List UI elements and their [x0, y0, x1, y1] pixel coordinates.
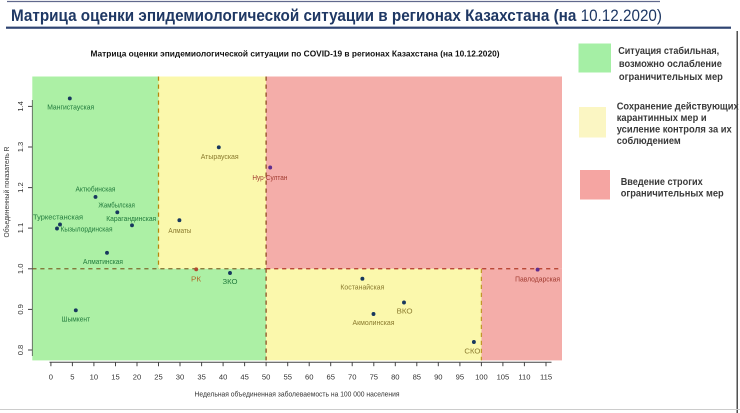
svg-text:60: 60: [305, 373, 313, 382]
svg-text:0.9: 0.9: [16, 304, 25, 315]
svg-text:40: 40: [219, 373, 227, 382]
svg-text:Жамбылская: Жамбылская: [98, 201, 135, 210]
svg-text:95: 95: [456, 373, 464, 382]
svg-text:ВКО: ВКО: [397, 307, 413, 316]
svg-text:ЗКО: ЗКО: [223, 277, 238, 286]
svg-text:соблюдением: соблюдением: [617, 135, 681, 147]
svg-text:Туркестанская: Туркестанская: [33, 212, 83, 221]
svg-text:5: 5: [70, 373, 74, 382]
svg-text:1.3: 1.3: [16, 142, 25, 153]
svg-text:Нур-Султан: Нур-Султан: [252, 173, 287, 182]
svg-text:55: 55: [283, 373, 291, 382]
svg-text:110: 110: [518, 373, 530, 382]
svg-text:1.0: 1.0: [16, 264, 25, 275]
svg-text:Матрица оценки эпидемиологичес: Матрица оценки эпидемиологической ситуац…: [11, 6, 662, 25]
svg-text:85: 85: [413, 373, 421, 382]
svg-text:возможно ослабление: возможно ослабление: [619, 58, 722, 70]
svg-text:Сохранение действующих: Сохранение действующих: [617, 101, 739, 112]
svg-text:15: 15: [111, 373, 119, 382]
svg-text:10: 10: [90, 373, 98, 382]
svg-text:Матрица оценки эпидемиологичес: Матрица оценки эпидемиологической ситуац…: [91, 49, 500, 59]
svg-text:35: 35: [197, 373, 205, 382]
svg-text:Введение строгих: Введение строгих: [621, 177, 703, 188]
svg-text:115: 115: [540, 373, 552, 382]
svg-text:20: 20: [133, 373, 141, 382]
svg-text:Кызылординская: Кызылординская: [61, 225, 113, 234]
svg-text:70: 70: [348, 373, 356, 382]
svg-text:СКО: СКО: [464, 347, 480, 356]
svg-text:0.8: 0.8: [16, 345, 25, 356]
svg-text:Костанайская: Костанайская: [340, 283, 384, 292]
svg-text:Объединенный показатель R: Объединенный показатель R: [2, 146, 11, 237]
svg-text:100: 100: [475, 373, 488, 382]
svg-text:Павлодарская: Павлодарская: [515, 275, 560, 284]
svg-text:1.2: 1.2: [16, 182, 25, 193]
svg-text:Карагандинская: Карагандинская: [106, 214, 156, 223]
svg-text:45: 45: [240, 373, 248, 382]
svg-text:Шымкент: Шымкент: [62, 315, 91, 324]
svg-text:50: 50: [262, 373, 270, 382]
svg-text:90: 90: [434, 373, 442, 382]
svg-text:ограничительных мер: ограничительных мер: [621, 189, 724, 200]
svg-text:Актюбинская: Актюбинская: [76, 185, 116, 194]
svg-text:Ситуация стабильная,: Ситуация стабильная,: [618, 45, 719, 57]
svg-text:1.4: 1.4: [16, 101, 25, 112]
svg-text:65: 65: [326, 373, 334, 382]
svg-text:Алматинская: Алматинская: [83, 257, 123, 266]
svg-text:Атырауская: Атырауская: [201, 152, 239, 161]
svg-text:25: 25: [154, 373, 162, 382]
svg-text:Алматы: Алматы: [168, 226, 191, 235]
svg-text:Акмолинская: Акмолинская: [353, 318, 395, 327]
svg-text:карантинных мер и: карантинных мер и: [617, 113, 707, 124]
svg-text:усиление контроля за их: усиление контроля за их: [617, 124, 732, 135]
svg-text:30: 30: [176, 373, 184, 382]
svg-text:1.1: 1.1: [16, 223, 25, 234]
svg-text:80: 80: [391, 373, 399, 382]
svg-text:Недельная объединенная заболев: Недельная объединенная заболеваемость на…: [195, 390, 400, 399]
svg-text:РК: РК: [191, 275, 202, 284]
svg-text:Мангистауская: Мангистауская: [47, 103, 94, 112]
svg-text:0: 0: [49, 373, 53, 382]
svg-text:ограничительных мер: ограничительных мер: [619, 72, 723, 83]
svg-text:105: 105: [497, 373, 510, 382]
svg-text:75: 75: [370, 373, 378, 382]
